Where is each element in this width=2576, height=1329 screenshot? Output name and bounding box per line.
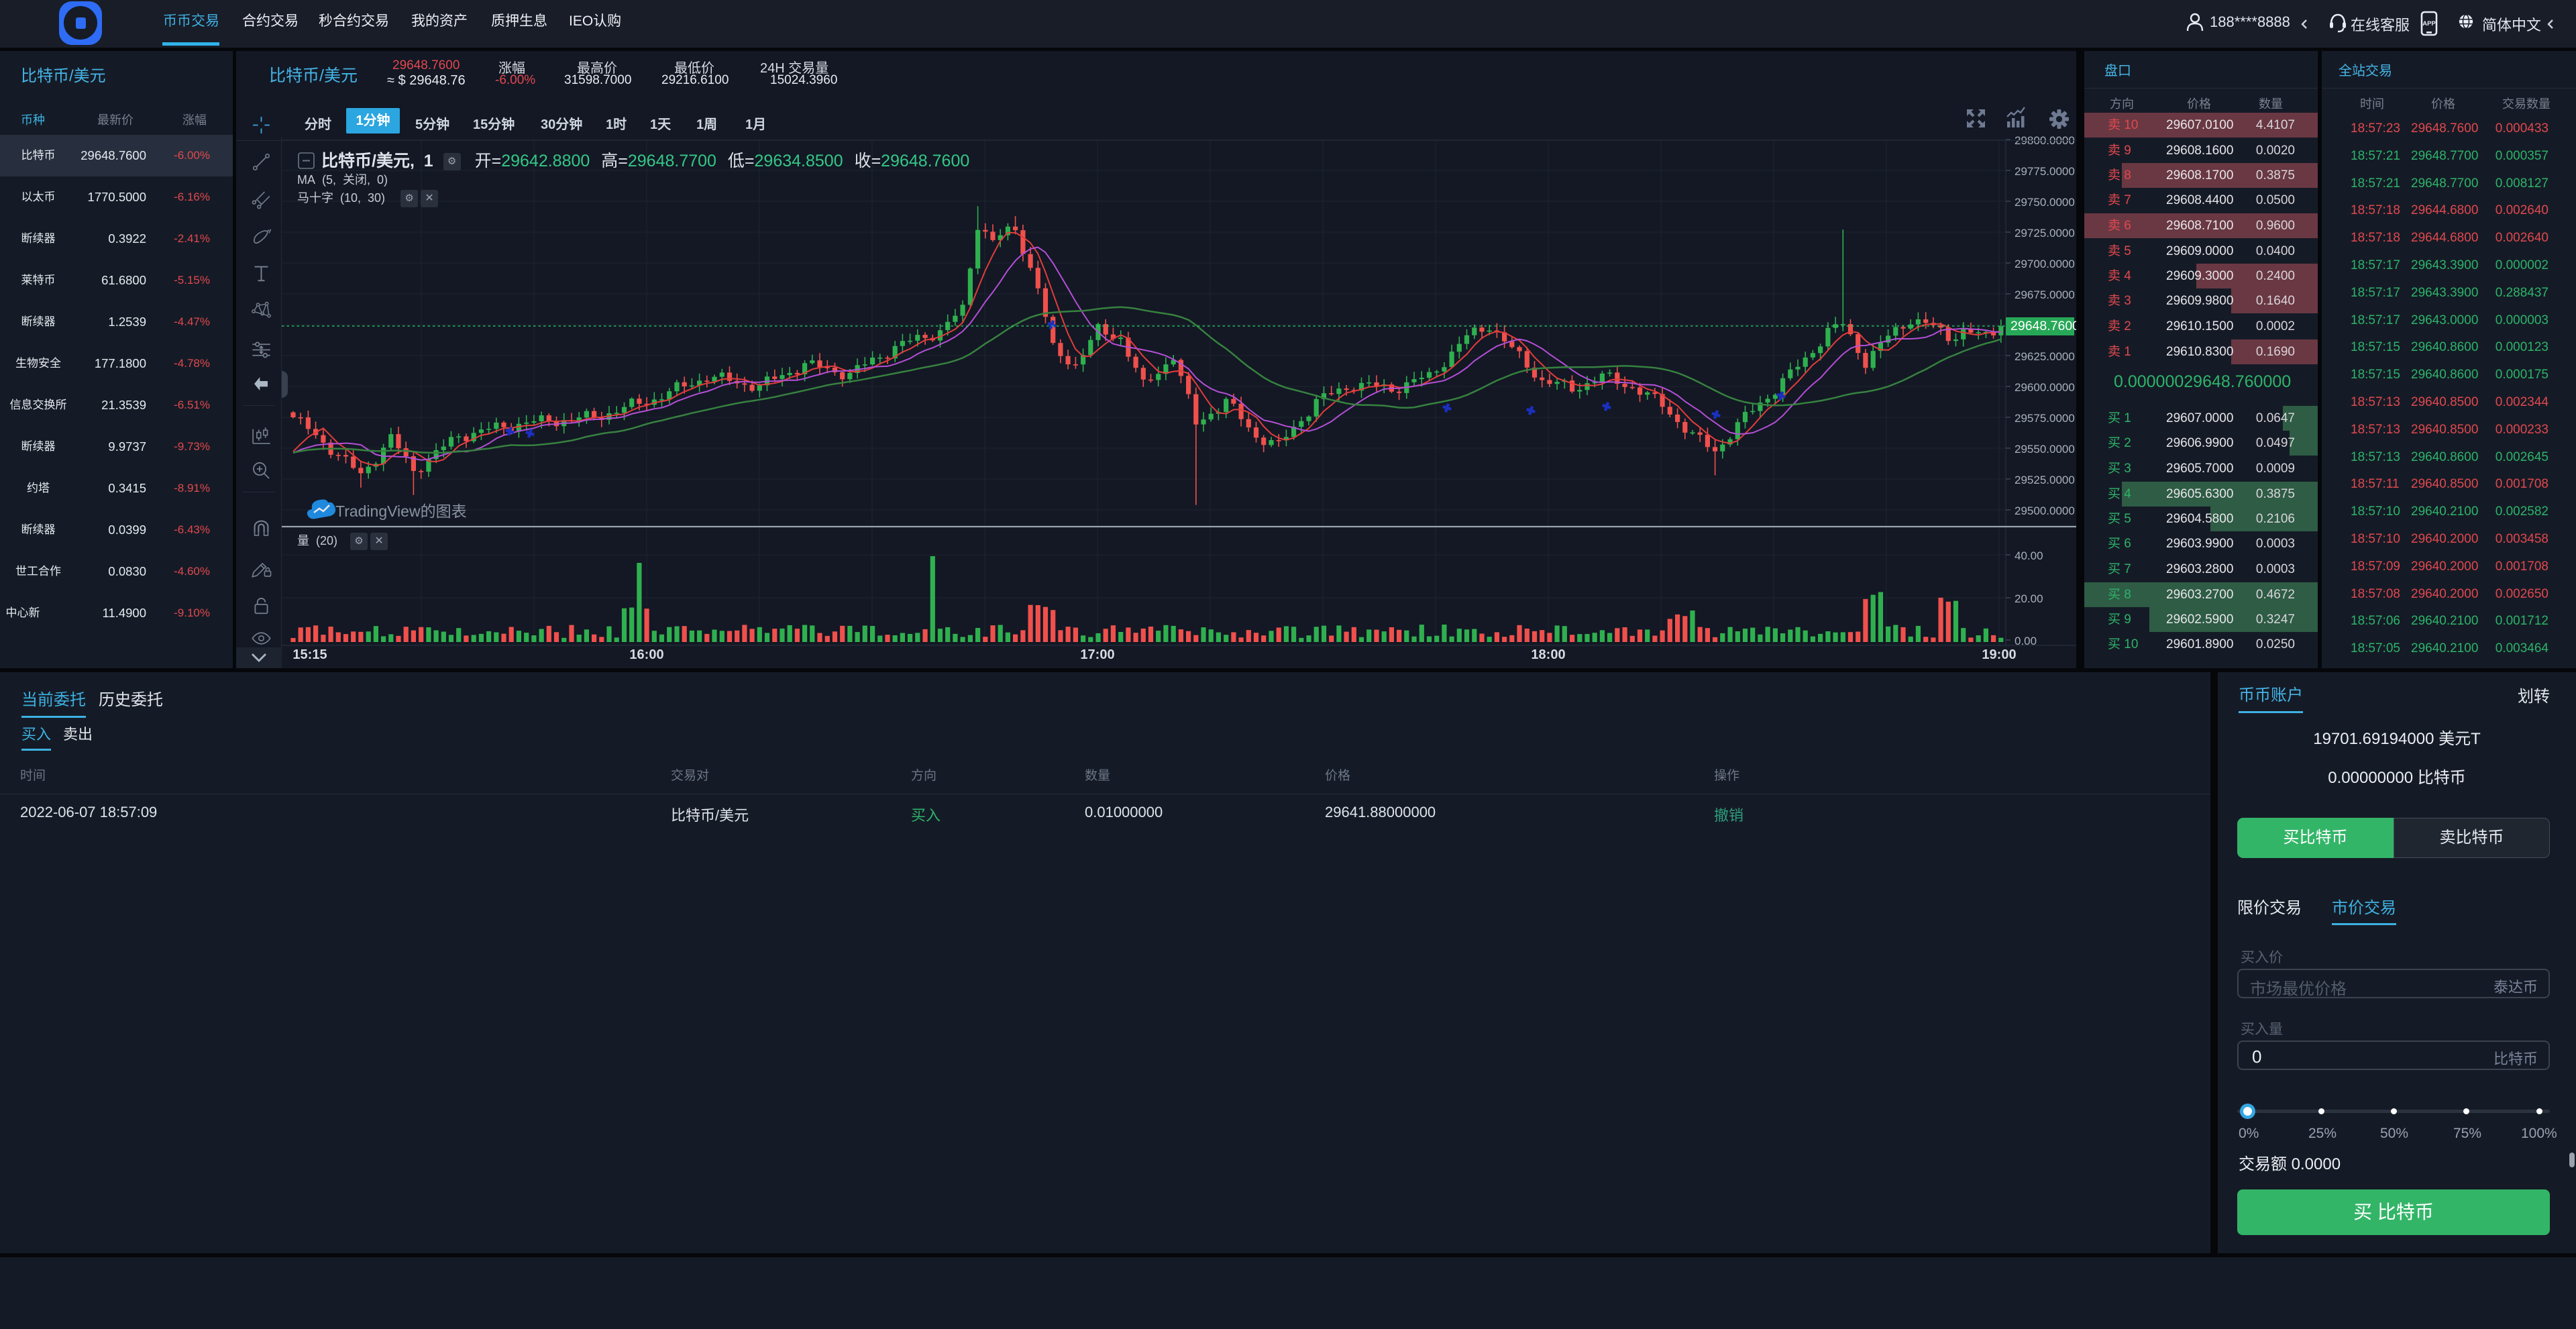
svg-text:29700.0000: 29700.0000 — [2015, 258, 2075, 270]
svg-text:18:00: 18:00 — [1531, 647, 1565, 662]
svg-text:15:15: 15:15 — [292, 647, 327, 662]
svg-text:APP: APP — [2422, 20, 2436, 28]
svg-text:29725.0000: 29725.0000 — [2015, 227, 2075, 240]
svg-text:29775.0000: 29775.0000 — [2015, 165, 2075, 178]
svg-text:17:00: 17:00 — [1080, 647, 1114, 662]
svg-text:29750.0000: 29750.0000 — [2015, 196, 2075, 209]
svg-text:40.00: 40.00 — [2015, 549, 2043, 562]
svg-text:29600.0000: 29600.0000 — [2015, 381, 2075, 394]
svg-text:19:00: 19:00 — [1982, 647, 2016, 662]
svg-text:0.00: 0.00 — [2015, 635, 2037, 647]
svg-text:29575.0000: 29575.0000 — [2015, 412, 2075, 425]
svg-text:29675.0000: 29675.0000 — [2015, 288, 2075, 301]
svg-text:16:00: 16:00 — [629, 647, 663, 662]
svg-text:TradingView的图表: TradingView的图表 — [335, 502, 467, 520]
svg-text:29550.0000: 29550.0000 — [2015, 443, 2075, 456]
svg-text:29525.0000: 29525.0000 — [2015, 474, 2075, 486]
svg-text:29648.7600: 29648.7600 — [2010, 319, 2076, 333]
svg-text:20.00: 20.00 — [2015, 592, 2043, 605]
svg-text:29625.0000: 29625.0000 — [2015, 350, 2075, 363]
svg-text:29500.0000: 29500.0000 — [2015, 504, 2075, 517]
